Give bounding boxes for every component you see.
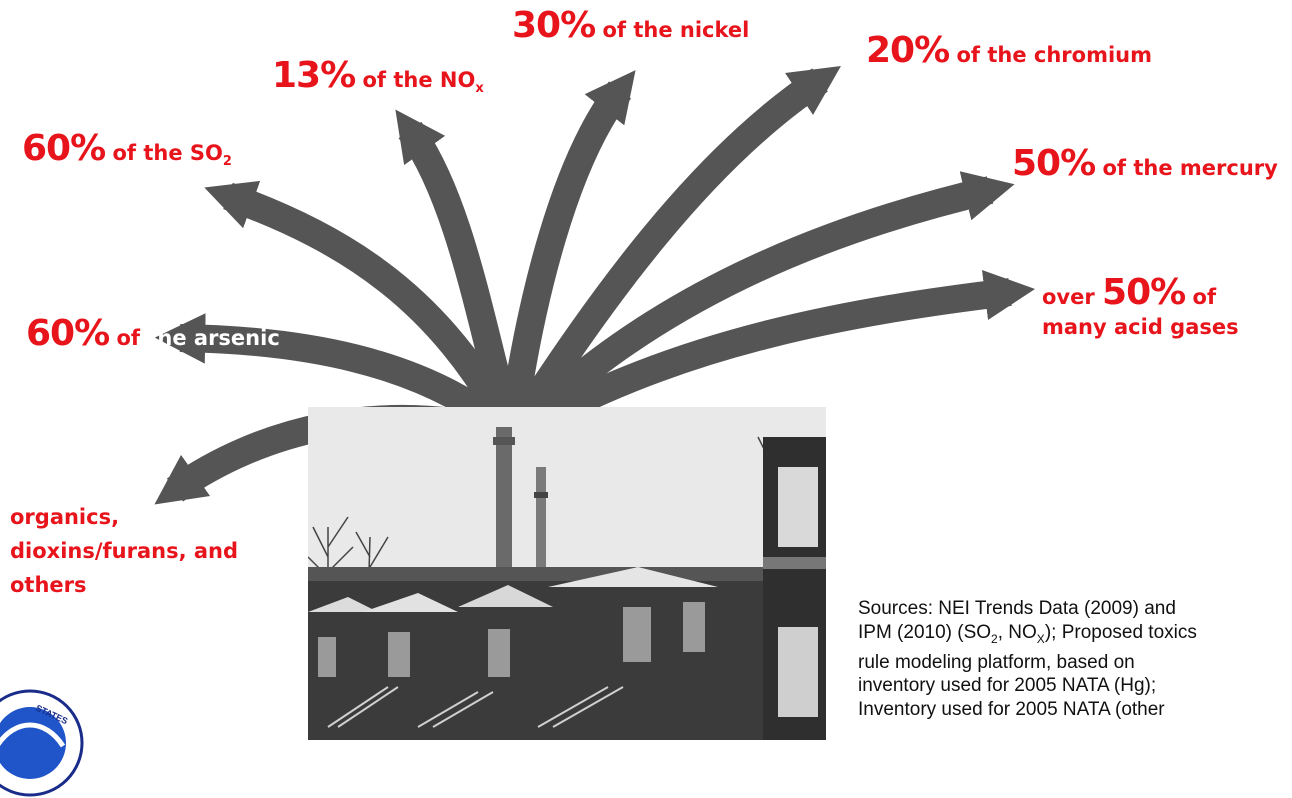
arrow-nox [395, 109, 524, 434]
arrows-diagram [154, 66, 1036, 505]
power-plant-stack-photo [308, 407, 826, 740]
arrow-acid [517, 269, 1036, 443]
arrow-nickel [498, 70, 636, 432]
sources-note: Sources: NEI Trends Data (2009) and IPM … [858, 598, 1197, 720]
stat-acid-gases: over 50% of many acid gases [1042, 272, 1239, 340]
arrow-arsenic [154, 313, 515, 441]
epa-seal-icon: STATES [0, 689, 84, 797]
stat-nickel: 30% of the nickel [512, 5, 750, 46]
stat-mercury: 50% of the mercury [1012, 143, 1278, 184]
stat-organics: organics, dioxins/furans, and others [10, 505, 239, 597]
stat-so2: 60% of the SO2 [22, 128, 232, 169]
stat-nox: 13% of the NOx [272, 55, 484, 96]
arrow-chromium [504, 66, 841, 438]
stat-arsenic: 60% of the arsenic [26, 313, 280, 354]
stat-chromium: 20% of the chromium [866, 30, 1152, 71]
arrow-so2 [204, 180, 523, 437]
arrow-mercury [510, 171, 1015, 440]
